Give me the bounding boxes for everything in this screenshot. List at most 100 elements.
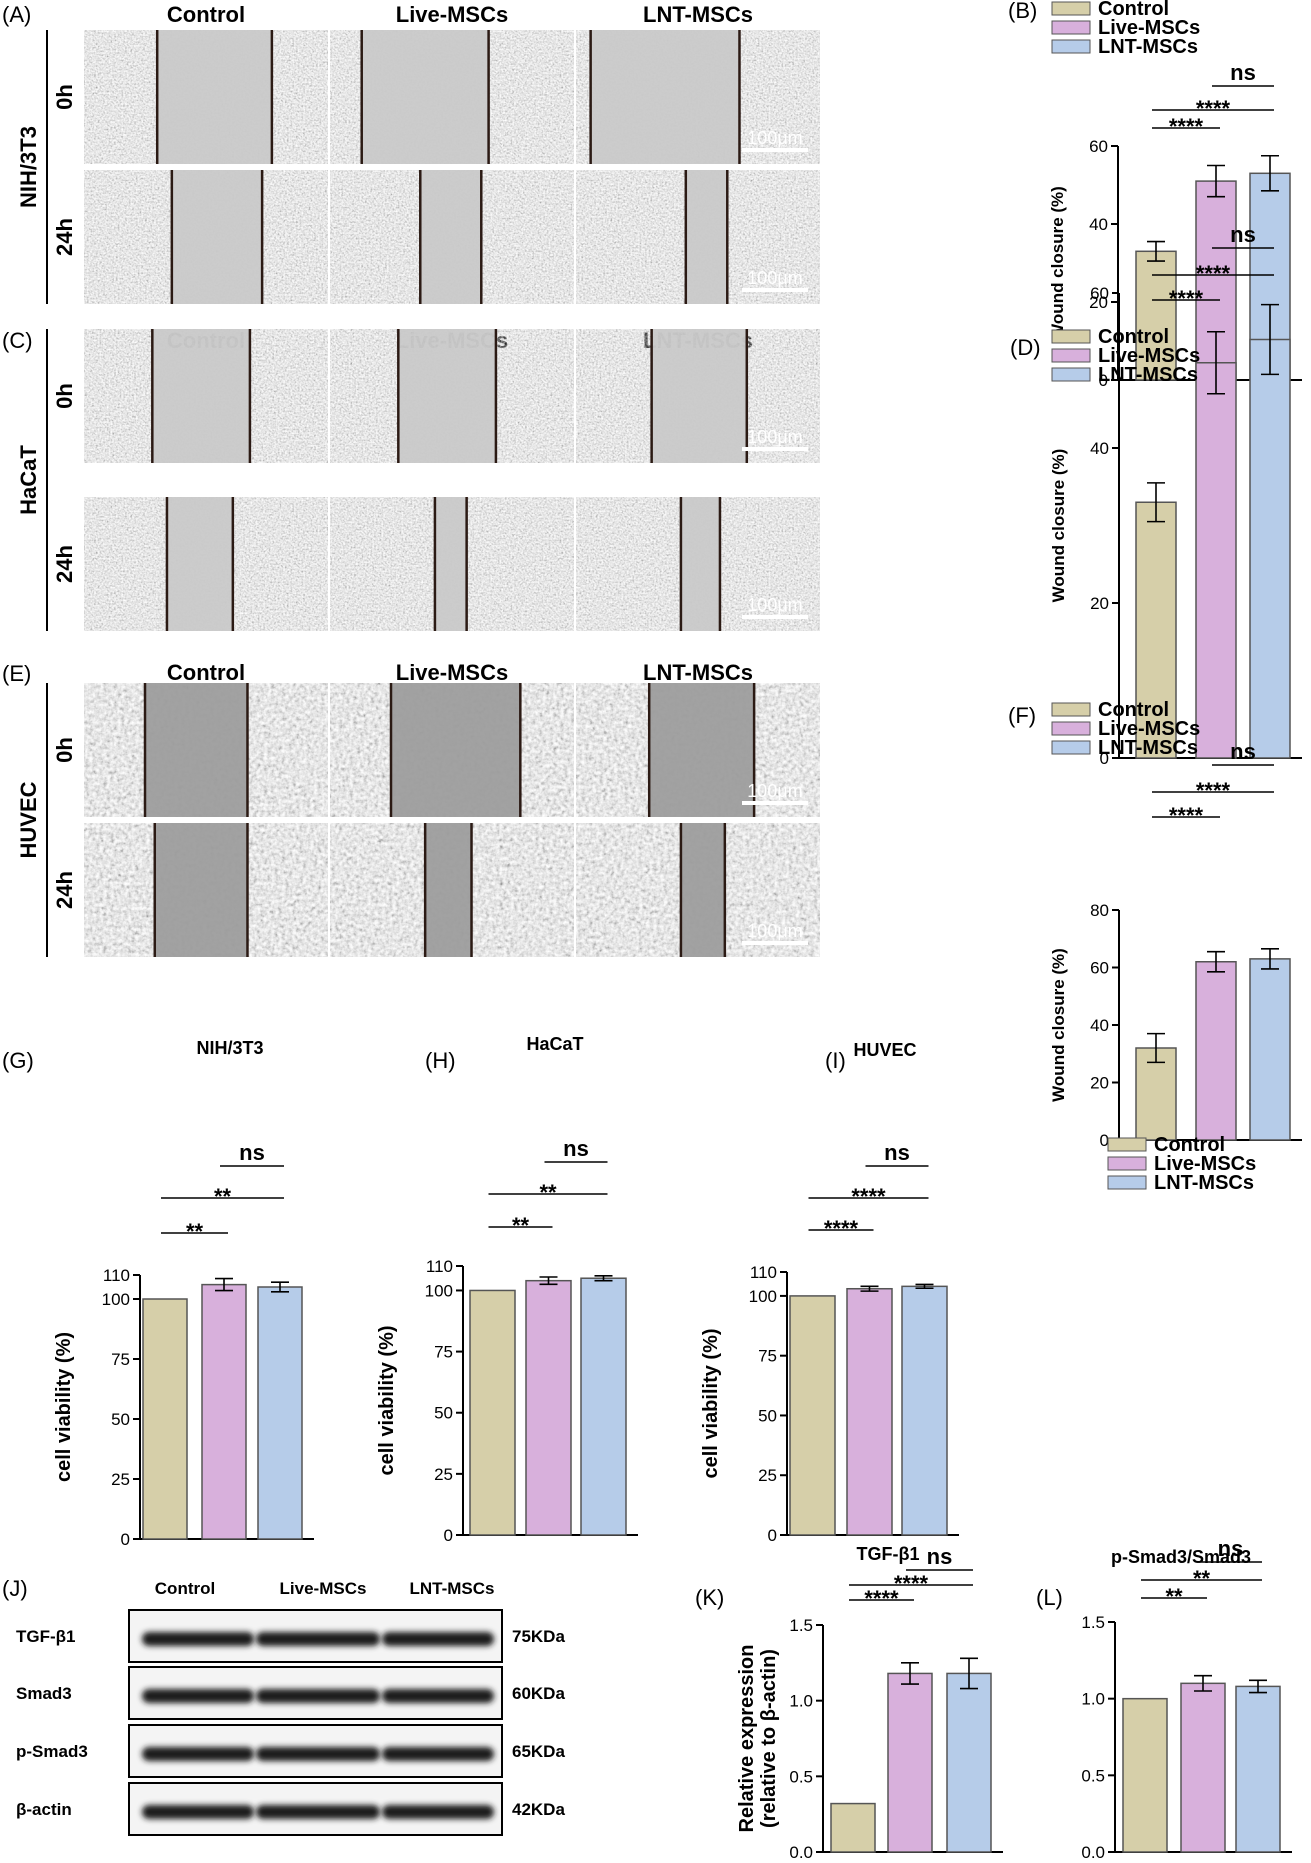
blot-row: β-actin 42KDa xyxy=(16,1782,565,1836)
legend-swatch xyxy=(1051,20,1091,35)
group-title: Control xyxy=(167,660,245,685)
legend-label: Live-MSCs xyxy=(1098,17,1200,39)
blot-row: p-Smad3 65KDa xyxy=(16,1724,565,1778)
legend-swatch xyxy=(1107,1156,1147,1171)
wound-area xyxy=(157,30,272,164)
y-tick-label: 20 xyxy=(1089,293,1108,312)
bar-chart-h: (H) 0 25 50 75 100 110 cell viability (%) HaCaT *… xyxy=(376,1034,638,1545)
micrograph-tile: 100μm xyxy=(576,170,820,304)
legend-item: Live-MSCs xyxy=(1107,1153,1256,1175)
significance-label: ns xyxy=(1218,1536,1244,1561)
wound-area xyxy=(398,329,496,463)
y-tick-label: 50 xyxy=(111,1410,130,1429)
molecular-weight-label: 65KDa xyxy=(512,1742,565,1761)
y-axis-label: Relative expression xyxy=(736,1645,758,1833)
wound-area xyxy=(680,823,725,957)
y-axis-label: Wound closure (%) xyxy=(1048,186,1067,340)
y-tick-label: 75 xyxy=(758,1347,777,1366)
y-tick-label: 0 xyxy=(444,1526,453,1545)
legend-item: Control xyxy=(1051,326,1169,348)
scale-bar-label: 100μm xyxy=(747,781,802,801)
wound-area xyxy=(361,30,489,164)
bar-control xyxy=(1122,1697,1168,1853)
wound-area xyxy=(685,170,728,304)
significance-label: **** xyxy=(1196,261,1231,286)
timepoint-label: 0h xyxy=(52,383,77,409)
wound-area xyxy=(420,170,482,304)
y-tick-label: 0 xyxy=(1100,1131,1109,1150)
legend-swatch xyxy=(1051,740,1091,755)
significance-label: ** xyxy=(539,1180,557,1205)
legend-swatch xyxy=(1051,1,1091,16)
wound-area xyxy=(590,30,740,164)
wound-area xyxy=(391,683,521,817)
bar-control xyxy=(830,1802,876,1853)
significance-label: ** xyxy=(214,1184,232,1209)
panel-label: (A) xyxy=(2,2,31,27)
bar-live-mscs xyxy=(846,1287,893,1536)
significance-label: **** xyxy=(824,1216,859,1241)
y-tick-label: 0 xyxy=(1100,749,1109,768)
y-tick-label: 40 xyxy=(1089,215,1108,234)
legend-label: Live-MSCs xyxy=(1098,345,1200,367)
legend-item: Live-MSCs xyxy=(1051,345,1200,367)
protein-band xyxy=(256,1805,380,1819)
micrograph-tile xyxy=(84,823,328,957)
legend-item: Live-MSCs xyxy=(1051,718,1200,740)
protein-label: Smad3 xyxy=(16,1684,72,1703)
micrograph-tile xyxy=(330,329,574,463)
significance-label: **** xyxy=(1169,114,1204,139)
bar-control xyxy=(1135,501,1177,759)
group-title: LNT-MSCs xyxy=(643,2,753,27)
lane-label: LNT-MSCs xyxy=(410,1579,495,1598)
significance-label: **** xyxy=(1196,778,1231,803)
protein-band xyxy=(142,1689,254,1703)
significance-label: **** xyxy=(894,1571,929,1596)
significance-label: ns xyxy=(884,1140,910,1165)
timepoint-label: 24h xyxy=(52,545,77,583)
legend-swatch xyxy=(1051,721,1091,736)
legend-item: LNT-MSCs xyxy=(1051,364,1198,386)
bar-lnt-mscs xyxy=(1249,338,1291,759)
y-tick-label: 0 xyxy=(768,1526,777,1545)
micrograph-panel-hacat: (C)ControlLive-MSCsLNT-MSCsHaCaT0h100μm2… xyxy=(2,328,820,631)
y-axis-label: cell viability (%) xyxy=(376,1325,398,1475)
blot-row: Smad3 60KDa xyxy=(16,1666,565,1720)
panel-label: (G) xyxy=(2,1048,34,1073)
micrograph-panel-huvec: (E) Control Live-MSCs LNT-MSCs HUVEC 0h 100μm 2… xyxy=(2,660,820,957)
significance-label: **** xyxy=(851,1184,886,1209)
y-tick-label: 60 xyxy=(1089,137,1108,156)
y-tick-label: 100 xyxy=(425,1281,453,1300)
protein-band xyxy=(142,1747,254,1761)
micrograph-tile xyxy=(84,497,328,631)
y-tick-label: 50 xyxy=(434,1404,453,1423)
protein-label: p-Smad3 xyxy=(16,1742,88,1761)
group-title: Live-MSCs xyxy=(396,660,508,685)
y-tick-label: 0 xyxy=(1099,371,1108,390)
significance-label: ns xyxy=(927,1544,953,1569)
bar-control xyxy=(469,1289,516,1536)
bar-live-mscs xyxy=(1195,961,1237,1141)
bar-control xyxy=(1135,1047,1177,1141)
micrograph-tile xyxy=(84,170,328,304)
significance-label: ns xyxy=(1230,222,1256,247)
protein-band xyxy=(142,1805,254,1819)
scale-bar-label: 100μm xyxy=(747,921,802,941)
y-axis-label: cell viability (%) xyxy=(53,1332,75,1482)
significance-label: ns xyxy=(1230,739,1256,764)
protein-band xyxy=(256,1689,380,1703)
y-tick-label: 80 xyxy=(1090,901,1109,920)
group-title: LNT-MSCs xyxy=(643,660,753,685)
legend-item: Control xyxy=(1107,1134,1225,1156)
legend-swatch xyxy=(1051,39,1091,54)
cell-line-label: HaCaT xyxy=(16,445,41,515)
legend-item: LNT-MSCs xyxy=(1107,1172,1254,1194)
panel-label: (E) xyxy=(2,661,31,686)
bar-control xyxy=(142,1298,188,1540)
micrograph-tile: 100μm xyxy=(576,497,820,631)
bar-chart-l: (L)0.00.51.01.5p-Smad3/Smad3****ns xyxy=(1036,1536,1292,1862)
y-tick-label: 0.0 xyxy=(1081,1843,1105,1862)
bar-control xyxy=(789,1295,836,1536)
